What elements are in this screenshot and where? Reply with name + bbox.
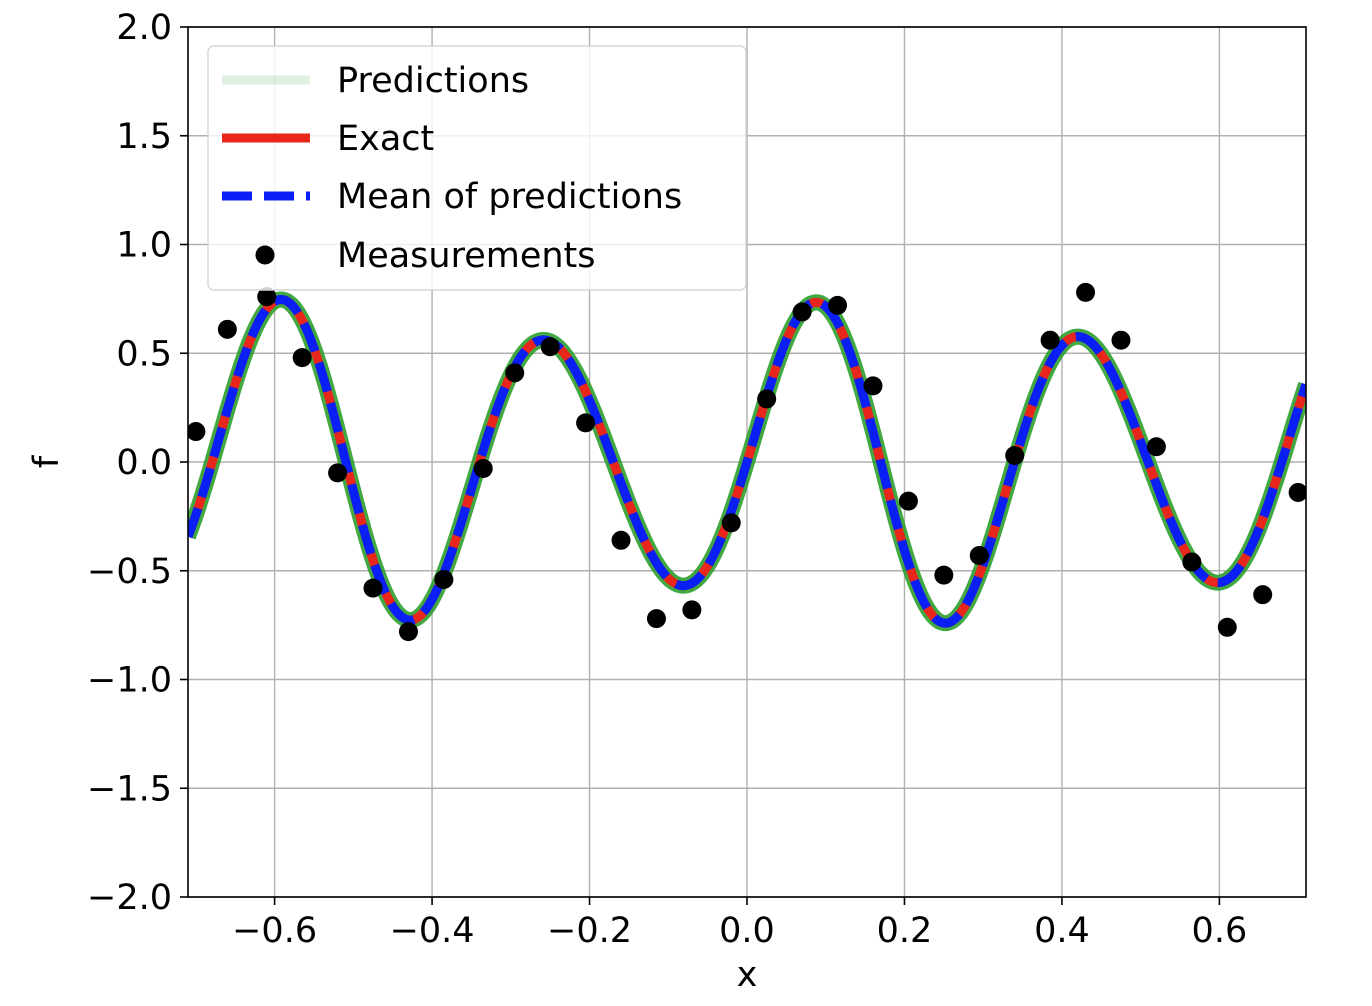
- legend-label-measurements: Measurements: [337, 236, 596, 276]
- measurement-point: [1217, 617, 1237, 637]
- measurement-point: [828, 295, 848, 315]
- series-layer: [188, 282, 1306, 642]
- measurement-point: [473, 459, 493, 479]
- measurement-point: [398, 622, 418, 642]
- y-tick-label: 2.0: [116, 8, 172, 48]
- measurement-point: [188, 422, 206, 442]
- measurement-point: [757, 389, 777, 409]
- measurement-point: [363, 578, 383, 598]
- measurement-point: [292, 348, 312, 368]
- measurement-point: [434, 569, 454, 589]
- legend: Predictions Exact Mean of predictions Measu…: [207, 45, 747, 291]
- measurement-point: [505, 363, 525, 383]
- measurement-point: [540, 337, 560, 357]
- y-tick-label: 0.5: [116, 334, 172, 374]
- y-tick-label: −0.5: [87, 552, 172, 592]
- measurement-point: [721, 513, 741, 533]
- measurement-point: [257, 287, 277, 307]
- legend-label-mean: Mean of predictions: [337, 177, 682, 217]
- x-tick-label: −0.4: [390, 911, 475, 951]
- measurement-point: [1111, 330, 1131, 350]
- measurement-point: [1040, 330, 1060, 350]
- x-tick-label: 0.4: [1034, 911, 1090, 951]
- x-tick-label: −0.6: [232, 911, 317, 951]
- x-axis: −0.6 −0.4 −0.2 0.0 0.2 0.4 0.6: [232, 897, 1247, 951]
- legend-box: [207, 45, 747, 291]
- y-tick-label: −2.0: [87, 878, 172, 918]
- y-tick-label: 0.0: [116, 443, 172, 483]
- y-tick-label: −1.5: [87, 769, 172, 809]
- x-tick-label: 0.0: [719, 911, 775, 951]
- y-axis-label: f: [27, 455, 67, 468]
- mean-of-predictions-line: [188, 294, 1306, 628]
- y-tick-label: 1.0: [116, 226, 172, 266]
- measurement-point: [1253, 585, 1273, 605]
- x-tick-label: −0.2: [547, 911, 632, 951]
- x-tick-label: 0.2: [877, 911, 933, 951]
- legend-label-exact: Exact: [337, 119, 434, 159]
- measurement-point: [682, 600, 702, 620]
- legend-label-predictions: Predictions: [337, 61, 529, 101]
- y-tick-label: 1.5: [116, 117, 172, 157]
- measurement-point: [646, 609, 666, 629]
- measurement-point: [792, 302, 812, 322]
- measurement-point: [863, 376, 883, 396]
- y-tick-label: −1.0: [87, 661, 172, 701]
- measurement-point: [1005, 445, 1025, 465]
- measurement-point: [1182, 552, 1202, 572]
- legend-handle-measurements: [255, 245, 275, 265]
- measurement-point: [1076, 282, 1096, 302]
- x-tick-label: 0.6: [1192, 911, 1248, 951]
- measurement-point: [328, 463, 348, 483]
- measurement-point: [217, 319, 237, 339]
- measurement-point: [611, 530, 631, 550]
- measurement-point: [576, 413, 596, 433]
- x-axis-label: x: [737, 955, 758, 995]
- measurement-point: [1288, 482, 1306, 502]
- measurement-point: [898, 491, 918, 511]
- measurement-point: [934, 565, 954, 585]
- y-axis: 2.0 1.5 1.0 0.5 0.0 −0.5 −1.0 −1.5 −2.0: [87, 8, 188, 918]
- measurement-point: [969, 546, 989, 566]
- measurement-point: [1146, 437, 1166, 457]
